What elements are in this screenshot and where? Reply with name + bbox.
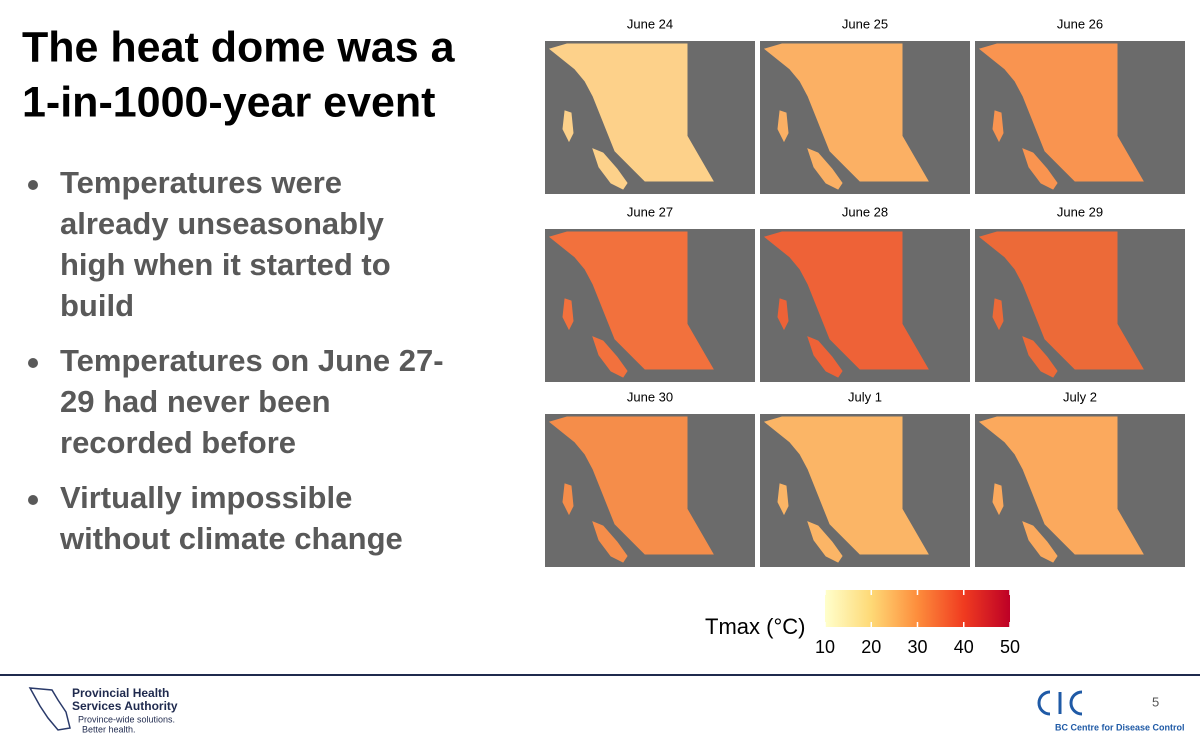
map-panel [760,41,970,194]
map-panel [975,229,1185,382]
province-shape [1022,148,1058,190]
phsa-logo [28,687,71,731]
map-panel [975,414,1185,567]
map-panel [545,229,755,382]
province-shape [548,231,714,370]
province-shape [978,43,1144,182]
map-label: June 28 [842,204,888,219]
map-label: June 24 [627,16,673,31]
slide-title: 1-in-1000-year event [22,78,436,126]
colorbar-tick-label: 10 [815,637,835,657]
bullet-dot [28,358,38,368]
footer-tagline: Province-wide solutions. [78,714,175,724]
province-shape [592,336,628,378]
footer-org: Provincial Health [72,686,169,700]
map-panel [760,229,970,382]
bullet-text: without climate change [59,521,403,556]
bullet-dot [28,495,38,505]
province-shape [992,110,1004,143]
bullet-text: 29 had never been [60,384,331,419]
map-label: June 25 [842,16,888,31]
province-shape [777,483,789,516]
map-label: June 30 [627,389,673,404]
province-shape [1022,336,1058,378]
footer-right-org: BC Centre for Disease Control [1055,722,1185,732]
map-label: June 26 [1057,16,1103,31]
map-label: June 27 [627,204,673,219]
province-shape [763,43,929,182]
bullet-text: Temperatures were [60,165,342,200]
province-shape [548,416,714,555]
map-label: June 29 [1057,204,1103,219]
colorbar-tick-label: 20 [861,637,881,657]
colorbar-tick-label: 30 [907,637,927,657]
slide-title: The heat dome was a [22,23,456,71]
bullet-text: Temperatures on June 27- [60,343,444,378]
province-shape [763,416,929,555]
map-panel [545,41,755,194]
province-shape [1022,521,1058,563]
map-label: July 1 [848,389,882,404]
page-number: 5 [1152,694,1159,709]
province-shape [562,483,574,516]
province-shape [777,298,789,331]
colorbar-tick-label: 40 [954,637,974,657]
bullet-dot [28,180,38,190]
legend-title: Tmax (°C) [705,614,805,639]
province-shape [992,298,1004,331]
footer-org: Services Authority [72,699,178,713]
province-shape [978,416,1144,555]
colorbar-tick-label: 50 [1000,637,1020,657]
footer-tagline: Better health. [82,724,136,734]
province-shape [777,110,789,143]
bullet-text: Virtually impossible [60,480,352,515]
province-shape [807,148,843,190]
province-shape [807,521,843,563]
map-label: July 2 [1063,389,1097,404]
bullet-text: recorded before [60,425,296,460]
province-shape [592,148,628,190]
province-shape [978,231,1144,370]
province-shape [562,110,574,143]
map-panel [975,41,1185,194]
province-shape [562,298,574,331]
bullet-text: high when it started to [60,247,391,282]
map-panel [545,414,755,567]
bccdc-logo [1037,690,1083,716]
province-shape [592,521,628,563]
bullet-text: build [60,288,134,323]
bullet-text: already unseasonably [60,206,385,241]
province-shape [548,43,714,182]
province-shape [992,483,1004,516]
map-panel [760,414,970,567]
province-shape [807,336,843,378]
colorbar [825,590,1010,627]
province-shape [763,231,929,370]
